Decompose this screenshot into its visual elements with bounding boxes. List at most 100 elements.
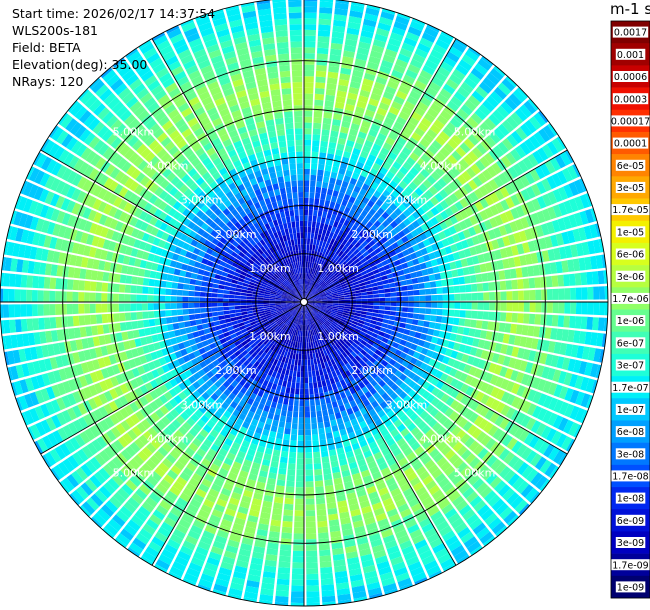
range-gate bbox=[475, 391, 485, 402]
range-gate bbox=[518, 302, 524, 312]
range-gate bbox=[510, 245, 519, 256]
range-gate bbox=[287, 305, 294, 309]
ray bbox=[100, 302, 304, 541]
range-gate bbox=[568, 214, 578, 228]
range-gate bbox=[347, 270, 354, 276]
range-gate bbox=[108, 518, 122, 532]
range-gate bbox=[544, 462, 557, 477]
range-gate bbox=[578, 331, 587, 344]
range-gate bbox=[346, 556, 360, 565]
range-gate bbox=[267, 394, 274, 402]
range-gate bbox=[286, 474, 295, 482]
range-gate bbox=[55, 316, 63, 328]
range-gate bbox=[67, 422, 79, 436]
range-gate bbox=[361, 327, 368, 333]
range-gate bbox=[382, 383, 390, 392]
range-gate bbox=[226, 349, 234, 357]
range-gate bbox=[246, 362, 253, 370]
range-gate bbox=[380, 11, 395, 21]
range-gate bbox=[542, 410, 553, 424]
range-gate bbox=[171, 419, 182, 429]
range-gate bbox=[569, 315, 576, 329]
range-gate bbox=[430, 397, 440, 407]
range-gate bbox=[357, 244, 364, 252]
range-gate bbox=[306, 544, 317, 551]
range-gate bbox=[592, 239, 601, 254]
range-gate bbox=[312, 316, 317, 322]
range-gate bbox=[376, 437, 386, 446]
range-gate bbox=[263, 298, 270, 301]
range-gate bbox=[511, 440, 523, 454]
range-gate bbox=[252, 304, 258, 308]
range-gate bbox=[413, 307, 420, 314]
range-gate bbox=[304, 174, 310, 181]
range-gate bbox=[344, 389, 352, 397]
range-gate bbox=[248, 339, 255, 346]
range-gate bbox=[579, 194, 590, 209]
range-gate bbox=[108, 400, 119, 412]
range-gate bbox=[267, 316, 273, 321]
range-gate bbox=[148, 319, 156, 327]
range-gate bbox=[403, 395, 412, 404]
range-gate bbox=[429, 537, 443, 549]
range-gate bbox=[424, 164, 434, 174]
range-gate bbox=[270, 344, 276, 351]
range-gate bbox=[312, 309, 317, 315]
range-gate bbox=[192, 519, 206, 530]
range-gate bbox=[286, 299, 293, 301]
range-gate bbox=[130, 303, 137, 312]
range-gate bbox=[435, 400, 445, 411]
range-gate bbox=[553, 449, 565, 464]
range-gate bbox=[347, 21, 361, 30]
range-gate bbox=[320, 578, 334, 586]
range-gate bbox=[257, 300, 264, 302]
range-gate bbox=[354, 219, 362, 227]
range-gate bbox=[318, 543, 330, 551]
range-gate bbox=[392, 405, 401, 414]
range-gate bbox=[91, 439, 103, 452]
range-gate bbox=[331, 425, 339, 432]
range-gate bbox=[328, 347, 333, 354]
range-gate bbox=[292, 323, 296, 329]
range-gate bbox=[438, 363, 447, 372]
range-gate bbox=[447, 317, 454, 325]
range-gate bbox=[379, 341, 387, 348]
range-gate bbox=[418, 183, 428, 193]
range-gate bbox=[286, 303, 293, 305]
range-gate bbox=[269, 406, 276, 414]
range-gate bbox=[306, 348, 310, 354]
range-gate bbox=[509, 268, 517, 279]
range-gate bbox=[434, 411, 444, 421]
range-gate bbox=[372, 290, 379, 295]
range-gate bbox=[589, 363, 599, 378]
range-gate bbox=[363, 321, 371, 327]
range-gate bbox=[422, 275, 430, 282]
range-gate bbox=[414, 127, 426, 137]
range-gate bbox=[356, 536, 369, 546]
range-gate bbox=[348, 568, 362, 577]
range-gate bbox=[75, 363, 84, 376]
range-gate bbox=[271, 312, 278, 317]
range-gate bbox=[252, 294, 259, 298]
range-gate bbox=[147, 303, 154, 311]
range-gate bbox=[49, 290, 56, 302]
range-gate bbox=[166, 438, 177, 449]
range-gate bbox=[393, 198, 402, 207]
range-gate bbox=[516, 243, 525, 255]
range-gate bbox=[322, 385, 328, 393]
range-gate bbox=[336, 257, 343, 263]
range-gate bbox=[232, 461, 242, 470]
range-gate bbox=[441, 279, 448, 287]
range-gate bbox=[136, 285, 143, 294]
range-gate bbox=[417, 158, 427, 168]
range-gate bbox=[252, 400, 260, 408]
range-gate bbox=[274, 365, 280, 373]
range-gate bbox=[448, 302, 455, 309]
range-gate bbox=[579, 210, 589, 225]
range-gate bbox=[306, 556, 318, 563]
range-gate bbox=[348, 461, 358, 470]
range-gate bbox=[363, 277, 370, 282]
range-gate bbox=[394, 247, 402, 254]
range-gate bbox=[564, 403, 575, 418]
range-gate bbox=[367, 298, 374, 302]
